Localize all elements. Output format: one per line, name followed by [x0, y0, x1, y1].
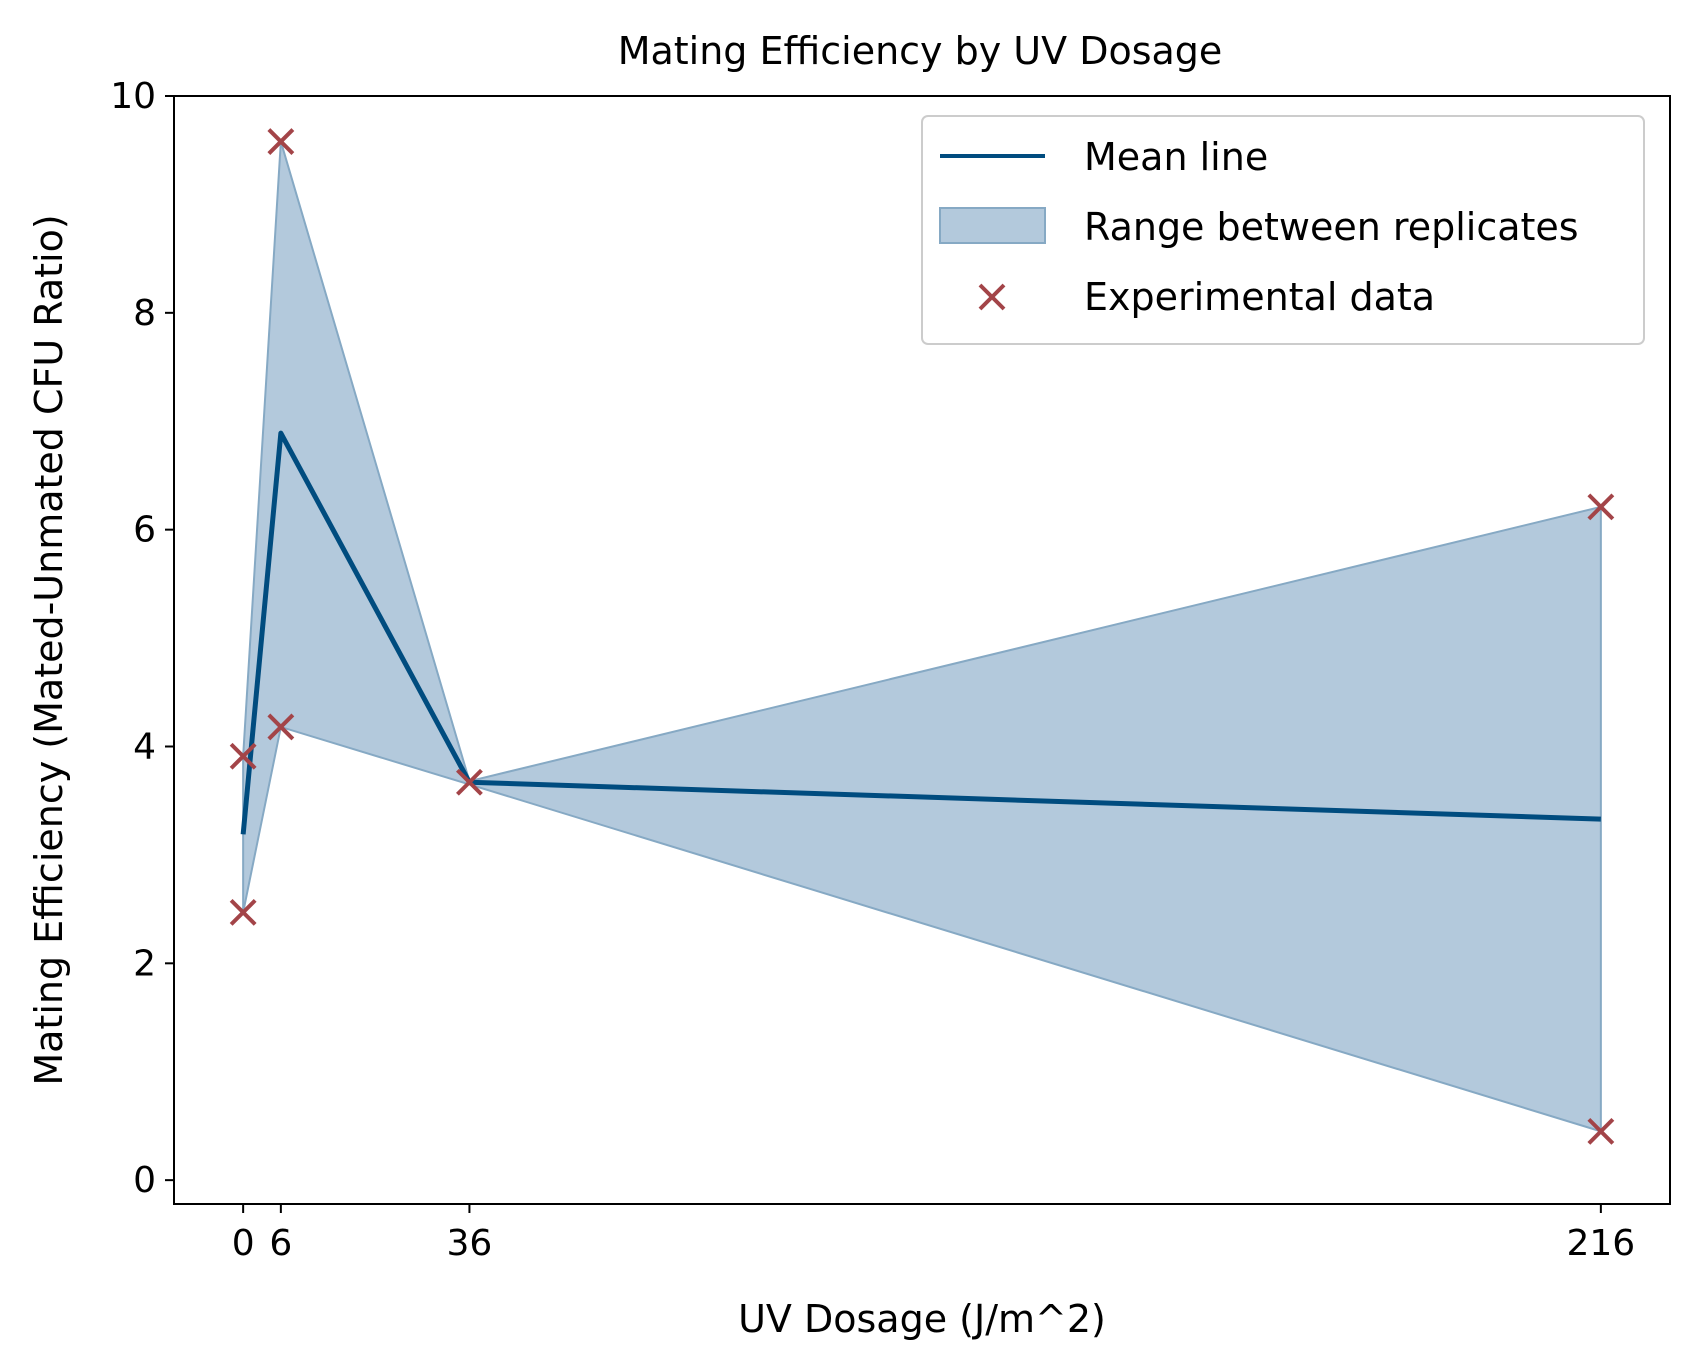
data-point-3: [267, 713, 295, 741]
data-point-1: [229, 898, 257, 926]
legend-label-experimental: Experimental data: [1084, 275, 1435, 319]
x-axis: 0 6 36 216: [232, 1204, 1635, 1264]
data-point-5: [1587, 493, 1615, 521]
y-tick-label-0: 0: [133, 1160, 156, 1201]
legend-swatch-range: [939, 207, 1046, 244]
legend-box: [921, 115, 1645, 345]
y-tick-label-4: 4: [133, 726, 156, 767]
x-axis-label: UV Dosage (J/m^2): [738, 1297, 1106, 1341]
y-tick-label-2: 2: [133, 943, 156, 984]
x-tick-label-0: 0: [232, 1223, 255, 1264]
mean-line: [240, 430, 1601, 835]
legend-label-range: Range between replicates: [1084, 205, 1579, 249]
legend-swatch-experimental: [978, 283, 1006, 311]
y-axis-label: Mating Efficiency (Mated-Unmated CFU Rat…: [27, 214, 71, 1085]
plot-area: [229, 128, 1615, 1145]
data-point-0: [229, 742, 257, 770]
legend: Mean line Range between replicates Exper…: [921, 115, 1645, 345]
x-tick-label-6: 6: [269, 1223, 292, 1264]
y-tick-label-6: 6: [133, 510, 156, 551]
y-axis: 0 2 4 6 8 10: [110, 76, 174, 1201]
data-point-4: [456, 768, 483, 796]
plot-frame: [173, 95, 1671, 1205]
data-point-6: [1587, 1117, 1615, 1145]
y-tick-label-10: 10: [110, 76, 156, 117]
y-tick-label-8: 8: [133, 293, 156, 334]
x-tick-label-36: 36: [447, 1223, 493, 1264]
chart-title: Mating Efficiency by UV Dosage: [618, 29, 1223, 73]
x-tick-label-216: 216: [1566, 1223, 1635, 1264]
data-point-2: [267, 128, 295, 155]
legend-label-mean-line: Mean line: [1084, 135, 1268, 179]
